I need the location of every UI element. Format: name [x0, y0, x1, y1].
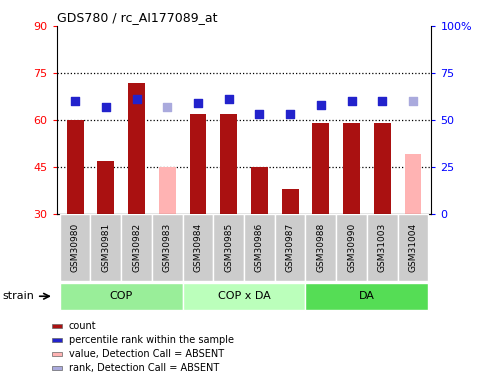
Bar — [313, 123, 329, 214]
Bar — [52, 338, 63, 342]
Bar — [343, 123, 360, 214]
Point — [225, 96, 233, 102]
Bar — [98, 160, 114, 214]
Bar — [374, 123, 390, 214]
Text: GSM30981: GSM30981 — [102, 223, 110, 272]
Bar — [128, 82, 145, 214]
Point — [133, 96, 141, 102]
Text: DA: DA — [359, 291, 375, 301]
Bar — [182, 214, 213, 281]
Point — [317, 102, 325, 108]
Text: GSM30988: GSM30988 — [317, 223, 325, 272]
Text: GSM30982: GSM30982 — [132, 223, 141, 272]
Text: rank, Detection Call = ABSENT: rank, Detection Call = ABSENT — [69, 363, 219, 373]
Bar — [336, 214, 367, 281]
Text: GSM30985: GSM30985 — [224, 223, 233, 272]
Bar — [367, 214, 397, 281]
Text: GSM30987: GSM30987 — [285, 223, 295, 272]
Point — [71, 98, 79, 104]
Bar — [397, 214, 428, 281]
Point — [348, 98, 355, 104]
Point — [286, 111, 294, 117]
Text: count: count — [69, 321, 97, 331]
Bar — [251, 167, 268, 214]
Text: GSM31003: GSM31003 — [378, 223, 387, 272]
Point — [102, 104, 110, 110]
Bar — [220, 114, 237, 214]
Text: GSM31004: GSM31004 — [408, 223, 418, 272]
Point — [194, 100, 202, 106]
Bar — [52, 366, 63, 370]
Text: COP x DA: COP x DA — [218, 291, 270, 301]
Text: GSM30983: GSM30983 — [163, 223, 172, 272]
Point — [378, 98, 386, 104]
Bar — [60, 283, 182, 310]
Text: percentile rank within the sample: percentile rank within the sample — [69, 335, 234, 345]
Bar — [152, 214, 182, 281]
Bar — [52, 352, 63, 356]
Point — [163, 104, 171, 110]
Text: GSM30990: GSM30990 — [347, 223, 356, 272]
Bar — [52, 324, 63, 328]
Text: GSM30984: GSM30984 — [193, 223, 203, 272]
Bar — [182, 283, 306, 310]
Bar — [121, 214, 152, 281]
Bar — [91, 214, 121, 281]
Text: GDS780 / rc_AI177089_at: GDS780 / rc_AI177089_at — [57, 11, 217, 24]
Bar — [213, 214, 244, 281]
Bar — [60, 214, 91, 281]
Bar — [244, 214, 275, 281]
Bar — [306, 214, 336, 281]
Text: GSM30986: GSM30986 — [255, 223, 264, 272]
Bar — [306, 283, 428, 310]
Text: strain: strain — [2, 291, 35, 301]
Point — [409, 98, 417, 104]
Bar — [282, 189, 299, 214]
Text: value, Detection Call = ABSENT: value, Detection Call = ABSENT — [69, 349, 224, 359]
Bar — [67, 120, 84, 214]
Text: COP: COP — [109, 291, 133, 301]
Point — [255, 111, 263, 117]
Text: GSM30980: GSM30980 — [70, 223, 80, 272]
Bar — [159, 167, 176, 214]
Bar — [189, 114, 207, 214]
Bar — [404, 154, 422, 214]
Bar — [275, 214, 306, 281]
